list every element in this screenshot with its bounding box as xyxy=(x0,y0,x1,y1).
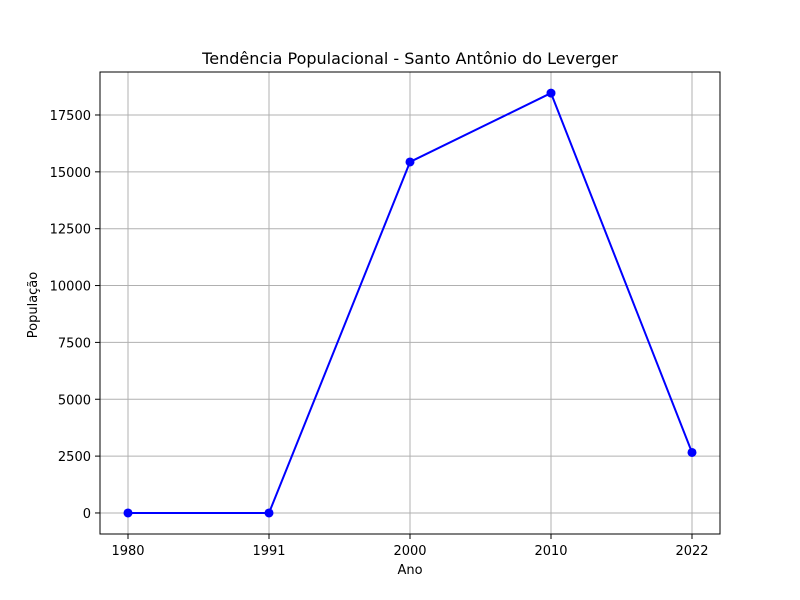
data-point xyxy=(405,157,415,167)
x-tick-label: 1980 xyxy=(111,544,144,559)
series-layer xyxy=(123,88,697,518)
chart-title: Tendência Populacional - Santo Antônio d… xyxy=(201,49,618,68)
y-tick-label: 12500 xyxy=(50,223,91,238)
y-tick-label: 2500 xyxy=(58,450,91,465)
y-tick-label: 0 xyxy=(83,507,91,522)
data-point xyxy=(546,88,556,98)
axis-ticks: 1980 1991 2000 2010 2022 0 2500 5000 7500 10000 12… xyxy=(50,109,709,559)
x-tick-label: 2022 xyxy=(675,544,708,559)
y-tick-label: 15000 xyxy=(50,166,91,181)
x-tick-label: 2010 xyxy=(534,544,567,559)
y-tick-label: 17500 xyxy=(50,109,91,124)
y-tick-label: 5000 xyxy=(58,393,91,408)
x-tick-label: 2000 xyxy=(393,544,426,559)
y-axis-label: População xyxy=(26,272,41,339)
data-point xyxy=(264,508,274,518)
data-point xyxy=(687,447,697,457)
data-point xyxy=(123,508,133,518)
y-tick-label: 10000 xyxy=(50,280,91,295)
x-axis-label: Ano xyxy=(397,563,422,578)
x-tick-label: 1991 xyxy=(252,544,285,559)
y-tick-label: 7500 xyxy=(58,336,91,351)
